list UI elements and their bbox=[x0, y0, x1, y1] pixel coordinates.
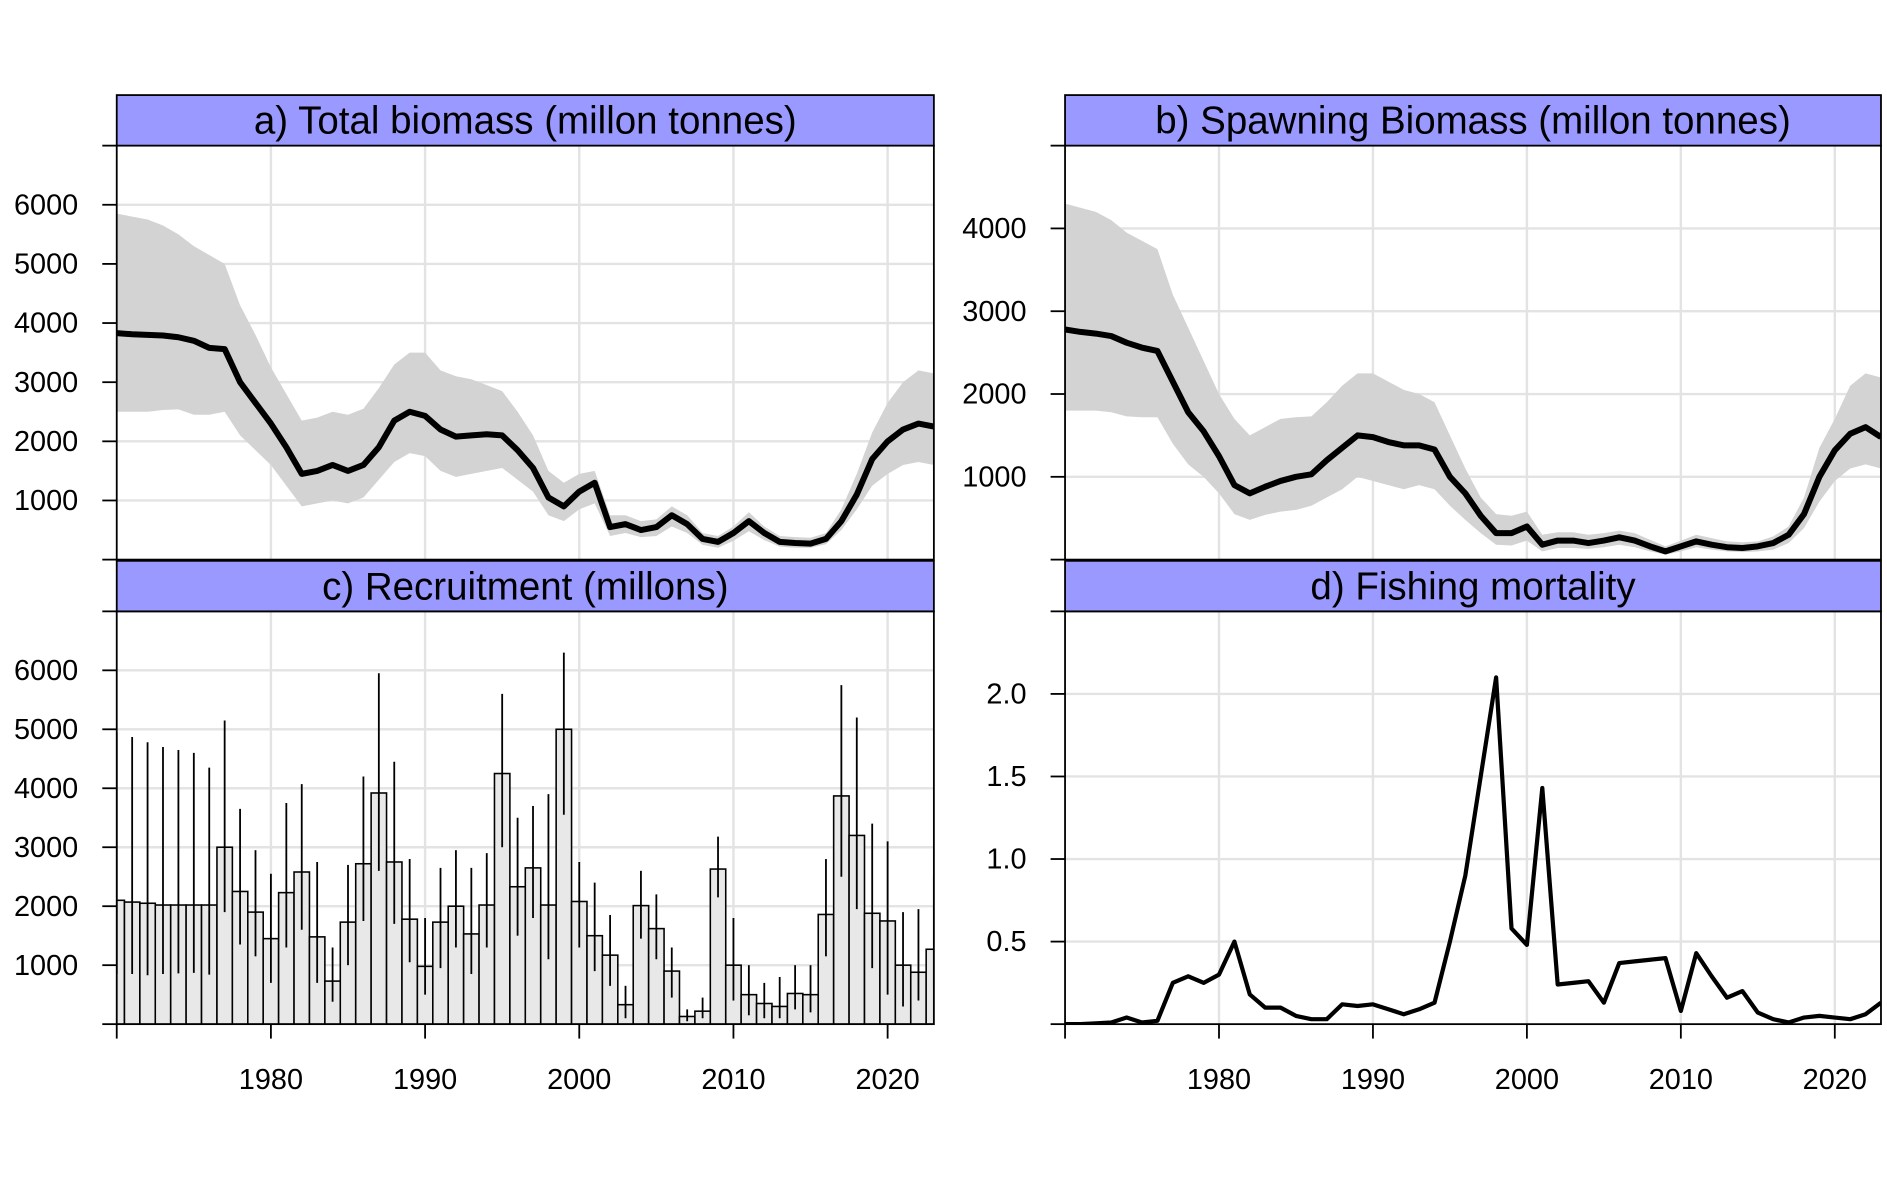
y-tick-label: 1000 bbox=[14, 950, 78, 982]
plot-area bbox=[1065, 203, 1881, 555]
y-tick-label: 2000 bbox=[962, 379, 1026, 411]
strip bbox=[1064, 94, 1882, 147]
y-tick-label: 3000 bbox=[14, 832, 78, 864]
confidence-band bbox=[116, 213, 934, 548]
panel-title: b) Spawning Biomass (millon tonnes) bbox=[1155, 100, 1791, 143]
bar bbox=[925, 948, 934, 1025]
y-tick-label: 6000 bbox=[14, 655, 78, 687]
x-tick-label: 2020 bbox=[855, 1064, 919, 1096]
strip bbox=[1064, 559, 1882, 613]
x-tick-label: 2020 bbox=[1803, 1064, 1867, 1096]
x-tick-label: 1980 bbox=[1187, 1064, 1251, 1096]
x-tick-label: 2000 bbox=[1495, 1064, 1559, 1096]
line bbox=[1065, 675, 1881, 1025]
confidence-band bbox=[1065, 203, 1881, 555]
y-tick-label: 5000 bbox=[14, 714, 78, 746]
x-tick-label: 1990 bbox=[1341, 1064, 1405, 1096]
line bbox=[1065, 326, 1881, 555]
y-tick-label: 2000 bbox=[14, 891, 78, 923]
y-tick-label: 2000 bbox=[14, 426, 78, 458]
y-tick-label: 3000 bbox=[962, 296, 1026, 328]
y-tick-label: 1000 bbox=[14, 485, 78, 517]
line bbox=[116, 330, 934, 547]
x-tick-label: 1990 bbox=[393, 1064, 457, 1096]
y-tick-label: 1000 bbox=[962, 461, 1026, 493]
panel-title: a) Total biomass (millon tonnes) bbox=[254, 100, 797, 143]
y-tick-label: 0.5 bbox=[986, 926, 1026, 958]
panel-title: d) Fishing mortality bbox=[1310, 565, 1636, 608]
y-tick-label: 4000 bbox=[962, 213, 1026, 245]
panel: a) Total biomass (millon tonnes) 1000 2000… bbox=[14, 94, 935, 561]
x-tick-label: 1980 bbox=[239, 1064, 303, 1096]
plot-area bbox=[116, 652, 934, 1025]
plot-area bbox=[116, 213, 934, 548]
plot-area bbox=[1065, 675, 1881, 1025]
y-tick-label: 1.5 bbox=[986, 761, 1026, 793]
y-tick-label: 6000 bbox=[14, 189, 78, 221]
strip bbox=[115, 94, 935, 147]
y-tick-label: 5000 bbox=[14, 249, 78, 281]
y-tick-label: 1.0 bbox=[986, 844, 1026, 876]
y-tick-label: 4000 bbox=[14, 773, 78, 805]
panel: b) Spawning Biomass (millon tonnes) 1000 2… bbox=[962, 94, 1882, 561]
x-tick-label: 2010 bbox=[701, 1064, 765, 1096]
panel: d) Fishing mortality 0.5 1.0 1.5 2.0 1980 1990… bbox=[986, 559, 1882, 1096]
x-tick-label: 2010 bbox=[1649, 1064, 1713, 1096]
y-tick-label: 4000 bbox=[14, 308, 78, 340]
panel-title: c) Recruitment (millons) bbox=[322, 565, 728, 608]
panel: c) Recruitment (millons) 1000 2000 3000 4000… bbox=[14, 559, 935, 1096]
strip bbox=[115, 559, 935, 613]
x-tick-label: 2000 bbox=[547, 1064, 611, 1096]
y-tick-label: 2.0 bbox=[986, 679, 1026, 711]
y-tick-label: 3000 bbox=[14, 367, 78, 399]
